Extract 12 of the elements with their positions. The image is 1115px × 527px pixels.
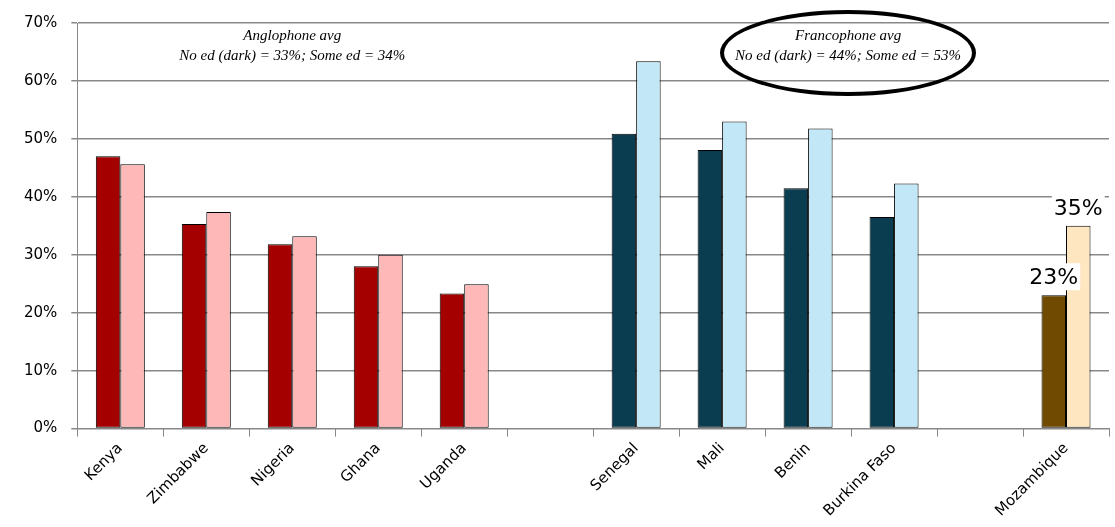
- y-tick-label: 20%: [24, 302, 58, 321]
- annotation: Francophone avg No ed (dark) = 44%; Some ed = 53%: [735, 26, 962, 65]
- y-tick-label: 30%: [24, 244, 58, 263]
- y-tick-label: 10%: [24, 360, 58, 379]
- y-tick-label: 0%: [33, 418, 58, 437]
- y-tick-label: 50%: [24, 128, 58, 147]
- y-tick-label: 60%: [24, 70, 58, 89]
- annotation: Anglophone avg No ed (dark) = 33%; Some ed = 34%: [179, 26, 406, 65]
- data-label: 35%: [1053, 194, 1103, 220]
- y-tick-label: 70%: [24, 12, 58, 31]
- data-label: 23%: [1029, 264, 1079, 290]
- y-tick-label: 40%: [24, 186, 58, 205]
